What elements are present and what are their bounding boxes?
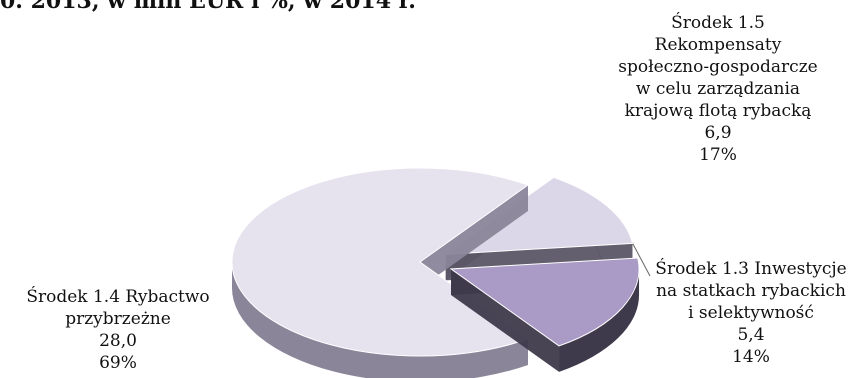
pie-slice-cut	[451, 268, 560, 372]
slice-label-line: krajową flotą rybacką	[624, 101, 812, 121]
slice-label-line: i selektywność	[688, 303, 814, 323]
slice-label-rybactwo: Środek 1.4 Rybactwo przybrzeżne 28,0 69%	[8, 286, 228, 374]
slice-label-line: Środek 1.3 Inwestycje	[655, 259, 847, 279]
slice-percent: 69%	[99, 353, 137, 373]
pie-slices	[231, 167, 640, 378]
slice-label-line: Środek 1.5	[671, 13, 765, 33]
slice-label-line: Środek 1.4 Rybactwo	[26, 287, 210, 307]
pie-slice	[231, 167, 530, 357]
slice-label-line: na statkach rybackich	[656, 281, 846, 301]
slice-value: 28,0	[99, 331, 137, 351]
slice-label-line: przybrzeżne	[65, 309, 171, 329]
slice-percent: 14%	[732, 347, 770, 367]
slice-percent: 17%	[699, 145, 737, 165]
slice-label-line: Rekompensaty	[654, 35, 782, 55]
slice-label-inwestycje: Środek 1.3 Inwestycje na statkach ryback…	[646, 258, 856, 368]
chart-title-fragment: 0. 2013, w mln EUR i %, w 2014 r.	[0, 0, 416, 14]
slice-value: 6,9	[704, 123, 732, 143]
slice-label-line: w celu zarządzania	[635, 79, 801, 99]
pie-slice-side	[232, 262, 528, 378]
pie-slice	[449, 257, 640, 347]
slice-value: 5,4	[737, 325, 765, 345]
pie-slice-cut	[420, 185, 528, 288]
pie-slice-side	[559, 268, 640, 372]
slice-label-line: społeczno-gospodarcze	[618, 57, 818, 77]
slice-label-rekompensaty: Środek 1.5 Rekompensaty społeczno-gospod…	[598, 12, 838, 166]
